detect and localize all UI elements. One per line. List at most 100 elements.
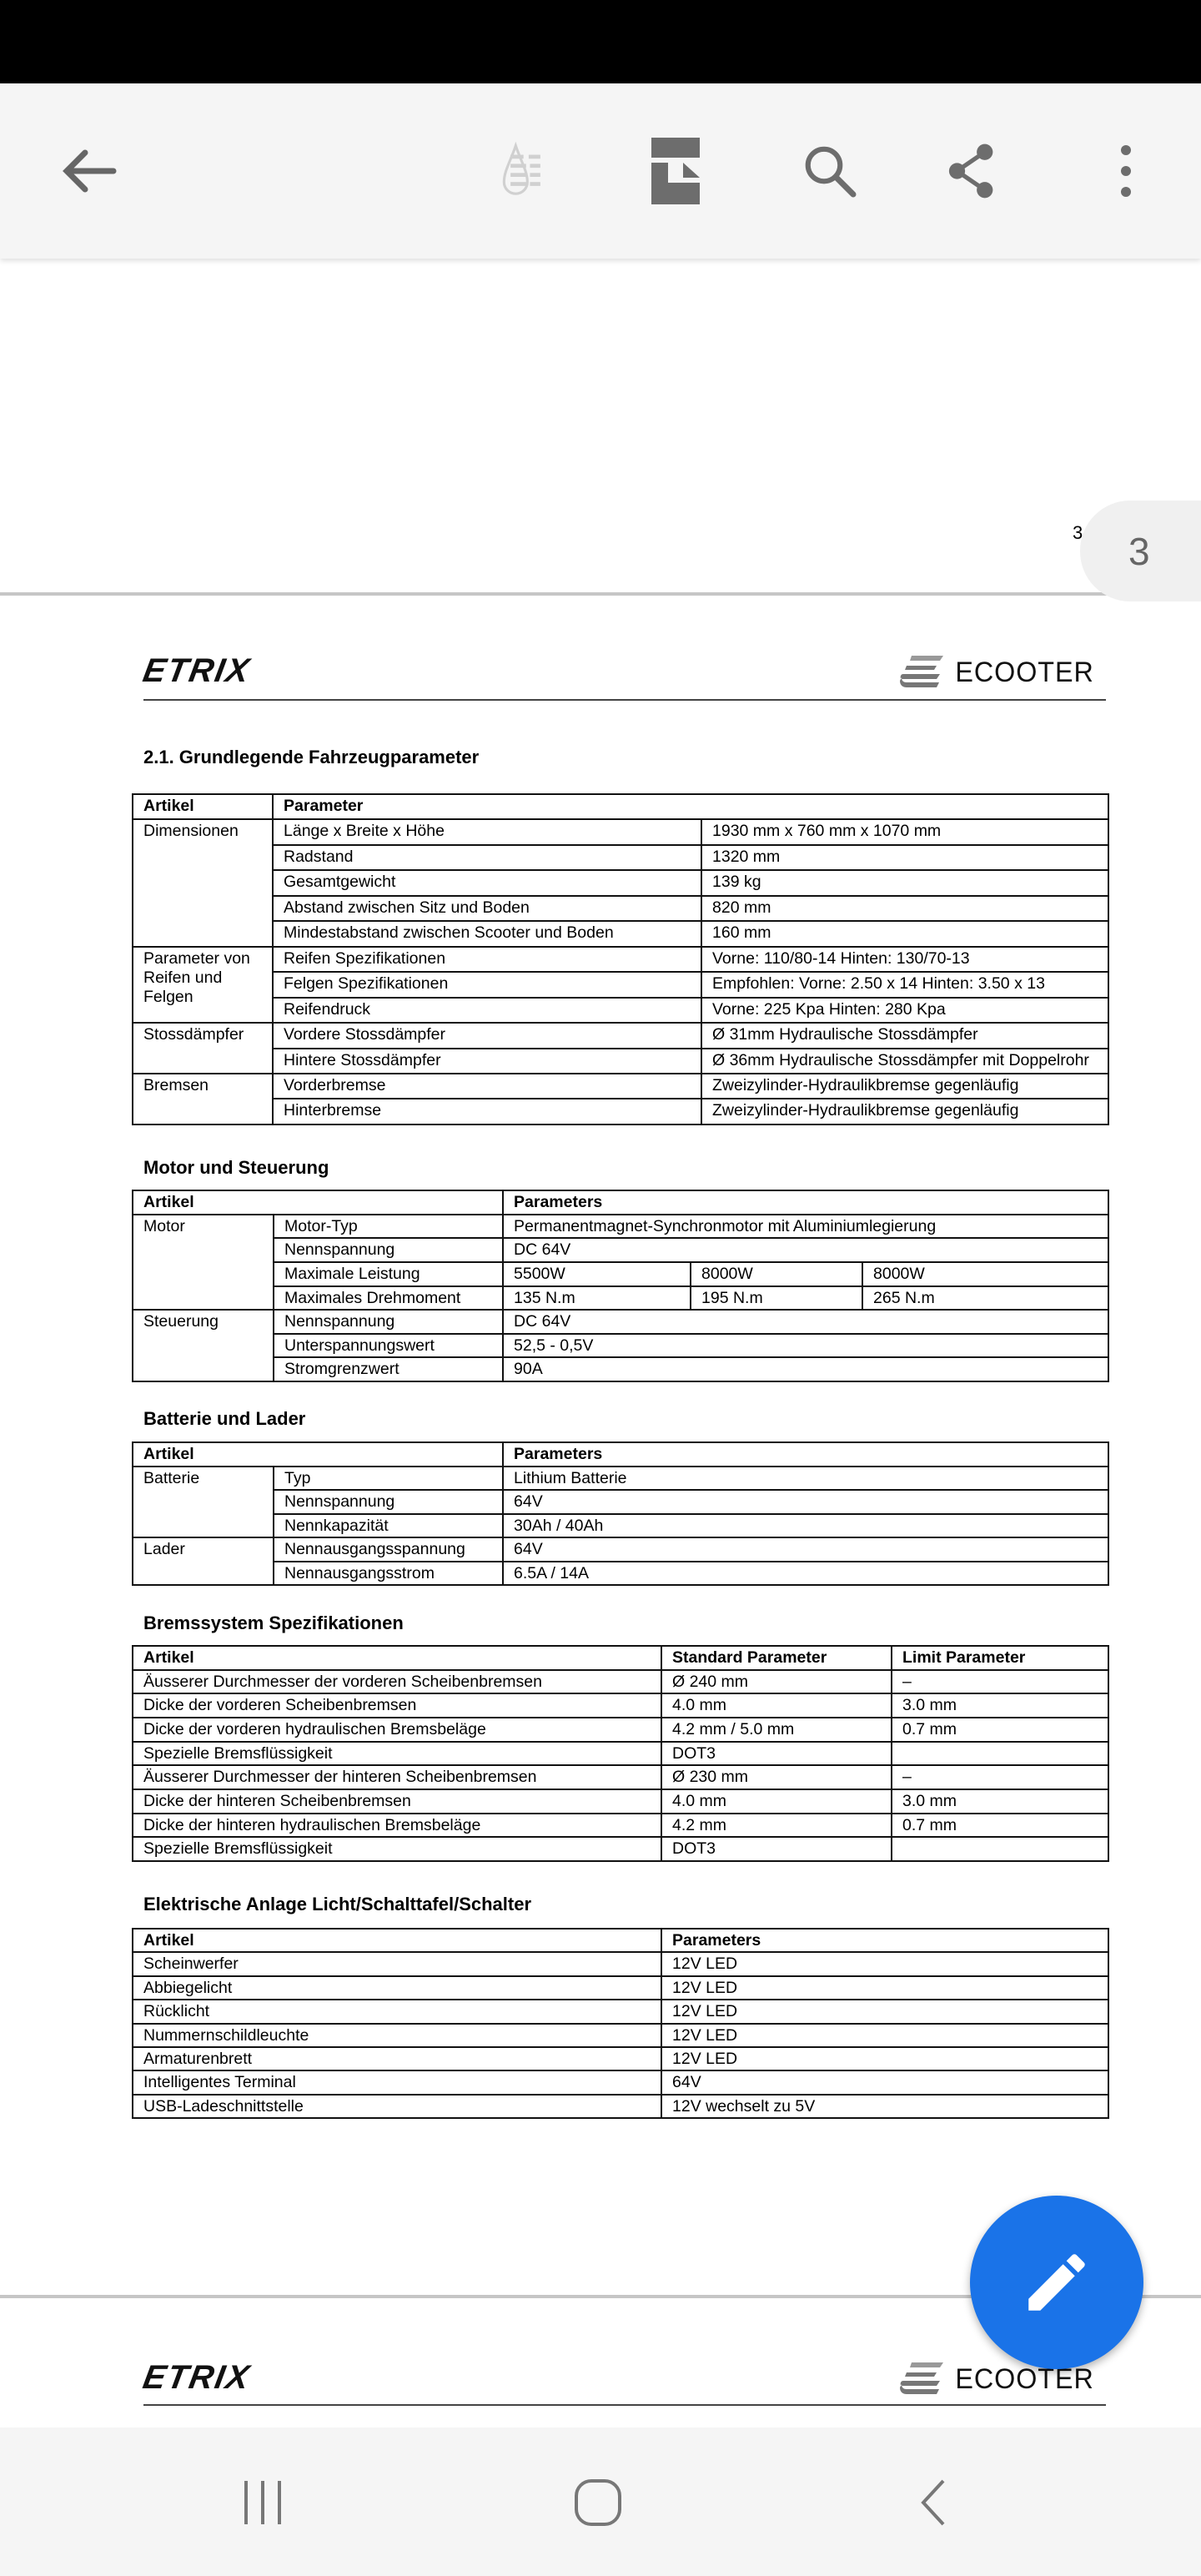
value-cell	[891, 1836, 1109, 1862]
value-cell: 139 kg	[701, 869, 1109, 897]
table-row: Äusserer Durchmesser der hinteren Scheib…	[132, 1764, 1109, 1790]
value-cell: 4.2 mm	[661, 1812, 892, 1839]
column-header: Limit Parameter	[891, 1645, 1109, 1671]
value-cell: 30Ah / 40Ah	[502, 1512, 1110, 1538]
item-cell: Nennausgangsspannung	[272, 1537, 505, 1562]
section-heading: Elektrische Anlage Licht/Schalttafel/Sch…	[143, 1894, 532, 1914]
value-cell: 0.7 mm	[891, 1812, 1109, 1839]
table-row: Parameter von Reifen und Felgen Reifen Sp…	[132, 945, 1109, 1024]
table-row: Dicke der hinteren Scheibenbremsen 4.0 mm…	[132, 1788, 1109, 1814]
value-cell: 64V	[661, 2070, 1109, 2096]
item-cell: Maximales Drehmoment	[272, 1285, 505, 1311]
value-cell: 52,5 - 0,5V	[502, 1332, 1110, 1359]
value-cell: 160 mm	[701, 920, 1109, 948]
item-cell: Nennausgangsstrom	[272, 1560, 505, 1586]
reading-mode-icon[interactable]	[496, 141, 555, 200]
edit-button[interactable]	[970, 2196, 1143, 2369]
table-header-row: Artikel Parameters	[132, 1927, 1109, 1954]
ecooter-wordmark: ECOOTER	[955, 657, 1094, 688]
table-row: USB-Ladeschnittstelle 12V wechselt zu 5V	[132, 2093, 1109, 2120]
item-cell: Radstand	[272, 843, 702, 872]
value-cell: Ø 31mm Hydraulische Stossdämpfer	[701, 1022, 1109, 1049]
section-heading: Motor und Steuerung	[143, 1157, 329, 1178]
ecooter-emblem-icon	[900, 656, 943, 687]
table-header-row: Artikel Parameter	[132, 792, 1109, 821]
table-row: Reifendruck Vorne: 225 Kpa Hinten: 280 Kp…	[133, 996, 1109, 1024]
table-row: Maximales Drehmoment 135 N.m 195 N.m 265 N.…	[133, 1285, 1110, 1311]
value-cell: 8000W	[690, 1260, 864, 1287]
table-row: Gesamtgewicht 139 kg	[133, 869, 1109, 897]
electrical-system-table: Artikel Parameters Scheinwerfer 12V LED Abbi…	[132, 1927, 1109, 2120]
item-cell: Dicke der vorderen hydraulischen Bremsbe…	[132, 1716, 662, 1743]
table-row: Hinterbremse Zweizylinder-Hydraulikbremse…	[133, 1098, 1109, 1125]
table-row: Dicke der hinteren hydraulischen Bremsbe…	[132, 1812, 1109, 1839]
group-label: Dimensionen	[132, 818, 274, 948]
more-vert-icon[interactable]	[1097, 142, 1155, 200]
page-layout-icon[interactable]	[646, 138, 705, 204]
table-row: Lader Nennausgangsspannung 64V	[132, 1537, 1110, 1586]
table-row: Mindestabstand zwischen Scooter und Bode…	[133, 920, 1109, 948]
group-label: Bremsen	[132, 1072, 274, 1126]
back-arrow-icon[interactable]	[58, 142, 117, 200]
column-header: Parameters	[661, 1927, 1109, 1954]
ecooter-wordmark: ECOOTER	[955, 2363, 1094, 2395]
item-cell: Dicke der hinteren hydraulischen Bremsbe…	[132, 1812, 662, 1839]
value-cell: 5500W	[502, 1260, 692, 1287]
column-header: Parameters	[502, 1190, 1110, 1215]
item-cell: Intelligentes Terminal	[132, 2070, 662, 2096]
item-cell: Abstand zwischen Sitz und Boden	[272, 894, 702, 923]
item-cell: Reifendruck	[272, 996, 702, 1024]
battery-charger-table: Artikel Parameters Batterie Typ Lithium Batt…	[131, 1441, 1110, 1586]
table-row: Spezielle Bremsflüssigkeit DOT3	[132, 1836, 1109, 1862]
etrix-logo: ETRIX	[140, 2359, 254, 2396]
table-row: Felgen Spezifikationen Empfohlen: Vorne: …	[133, 971, 1109, 999]
item-cell: Nummernschildleuchte	[132, 2022, 662, 2048]
section-heading: Batterie und Lader	[143, 1408, 306, 1429]
table-header-row: Artikel Parameters	[131, 1190, 1110, 1215]
value-cell: 12V wechselt zu 5V	[661, 2093, 1109, 2120]
group-label: Stossdämpfer	[132, 1022, 274, 1074]
column-header: Artikel	[132, 792, 274, 821]
value-cell: Ø 240 mm	[661, 1668, 892, 1695]
value-cell: Lithium Batterie	[502, 1465, 1110, 1491]
table-row: Nennkapazität 30Ah / 40Ah	[133, 1512, 1110, 1538]
item-cell: Dicke der hinteren Scheibenbremsen	[132, 1788, 662, 1814]
column-header: Parameter	[272, 792, 1109, 821]
table-row: Armaturenbrett 12V LED	[132, 2045, 1109, 2072]
share-icon[interactable]	[942, 142, 1001, 200]
group-label: Batterie	[132, 1465, 274, 1538]
table-row: Nennspannung DC 64V	[133, 1237, 1110, 1263]
item-cell: Motor-Typ	[272, 1213, 505, 1240]
recent-apps-icon[interactable]	[225, 2469, 300, 2536]
table-row: Nennausgangsstrom 6.5A / 14A	[133, 1560, 1110, 1586]
item-cell: Nennspannung	[272, 1237, 505, 1263]
home-icon[interactable]	[560, 2469, 636, 2536]
table-row: Stromgrenzwert 90A	[133, 1356, 1110, 1382]
ecooter-emblem-icon	[900, 2362, 943, 2394]
value-cell: –	[891, 1764, 1109, 1790]
table-header-row: Artikel Standard Parameter Limit Parameter	[132, 1645, 1109, 1671]
back-icon[interactable]	[896, 2469, 971, 2536]
column-header: Artikel	[132, 1645, 662, 1671]
value-cell: 0.7 mm	[891, 1716, 1109, 1743]
table-row: Hintere Stossdämpfer Ø 36mm Hydraulische …	[133, 1047, 1109, 1074]
page-indicator-badge[interactable]: 3	[1080, 501, 1201, 601]
table-row: Batterie Typ Lithium Batterie	[132, 1465, 1110, 1538]
item-cell: Spezielle Bremsflüssigkeit	[132, 1836, 662, 1862]
value-cell: Ø 230 mm	[661, 1764, 892, 1790]
search-icon[interactable]	[801, 142, 859, 200]
header-rule	[143, 2404, 1106, 2406]
ecooter-logo: ECOOTER	[897, 652, 1098, 689]
item-cell: Gesamtgewicht	[272, 869, 702, 897]
table-row: Dicke der vorderen hydraulischen Bremsbe…	[132, 1716, 1109, 1743]
value-cell: 135 N.m	[502, 1285, 692, 1311]
value-cell: 12V LED	[661, 2045, 1109, 2072]
value-cell: DC 64V	[502, 1309, 1110, 1335]
item-cell: Nennspannung	[272, 1309, 505, 1335]
value-cell: 12V LED	[661, 2022, 1109, 2048]
value-cell: 3.0 mm	[891, 1788, 1109, 1814]
vehicle-parameters-table: Artikel Parameter Dimensionen Länge x Breit…	[132, 792, 1109, 1126]
value-cell: 1320 mm	[701, 843, 1109, 872]
value-cell: 12V LED	[661, 1975, 1109, 2001]
item-cell: Vordere Stossdämpfer	[272, 1022, 702, 1049]
